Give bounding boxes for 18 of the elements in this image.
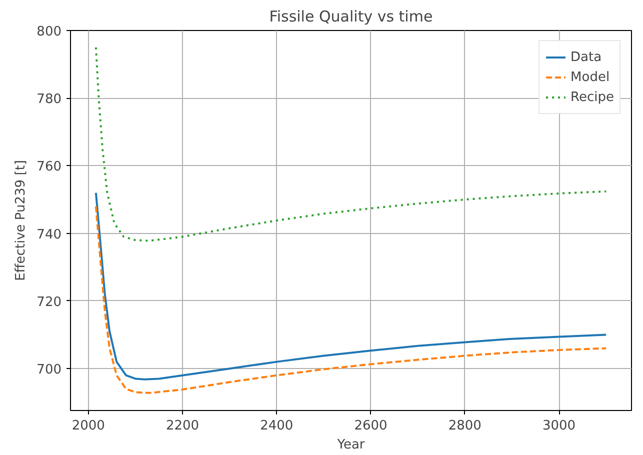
x-tick-label: 2200 xyxy=(166,418,200,434)
legend-label: Model xyxy=(570,70,610,84)
legend-label: Recipe xyxy=(570,90,614,104)
y-tick-label: 780 xyxy=(36,92,62,108)
chart-title: Fissile Quality vs time xyxy=(269,8,433,26)
x-tick-label: 2000 xyxy=(72,418,105,434)
legend-label: Data xyxy=(570,50,602,64)
y-tick-label: 720 xyxy=(36,294,62,310)
y-axis-title: Effective Pu239 [t] xyxy=(14,160,29,281)
x-tick-label: 2400 xyxy=(260,418,294,434)
x-axis-title: Year xyxy=(336,438,366,452)
x-tick-label: 3000 xyxy=(542,418,576,434)
y-tick-label: 740 xyxy=(36,227,62,242)
y-tick-label: 700 xyxy=(36,362,62,378)
x-tick-label: 2800 xyxy=(448,418,482,434)
y-tick-label: 760 xyxy=(36,160,62,175)
y-tick-label: 800 xyxy=(36,24,62,40)
x-tick-label: 2600 xyxy=(354,418,388,434)
